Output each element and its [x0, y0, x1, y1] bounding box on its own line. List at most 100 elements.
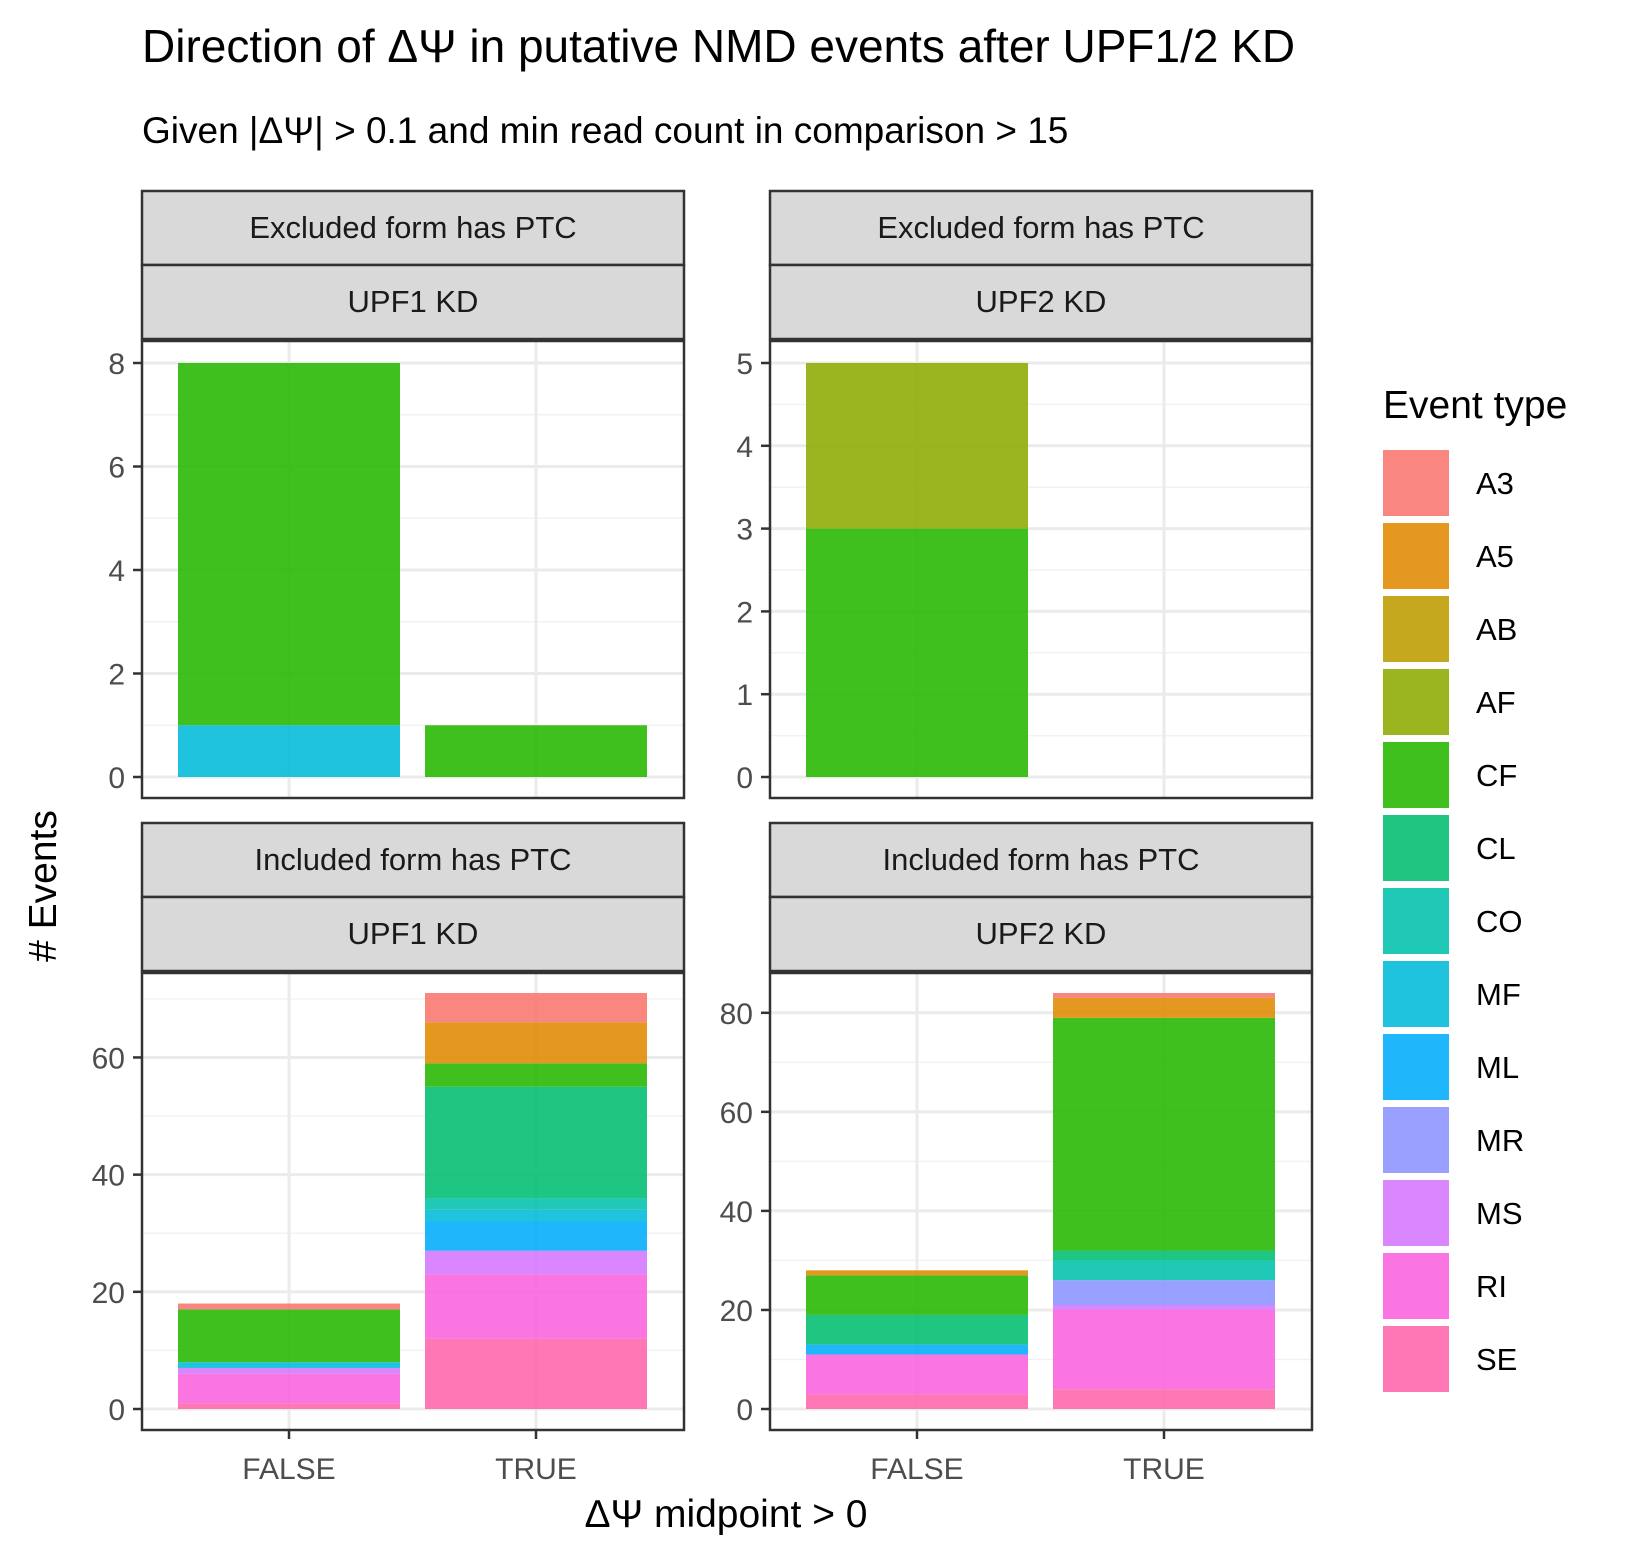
bar-segment-true-co [425, 1198, 647, 1210]
panel-p11: Excluded form has PTC UPF1 KD 0 2 4 6 8 [108, 189, 686, 800]
bar-segment-true-cl [1053, 1250, 1275, 1261]
bar-segment-true-ri [1053, 1309, 1275, 1390]
bar-segment-true-a3 [1053, 993, 1275, 998]
legend-item-cf: CF [1383, 742, 1517, 808]
legend-key [1383, 1253, 1449, 1319]
legend-key [1383, 742, 1449, 808]
panel-border [768, 971, 1314, 1432]
bar-segment-false-mf [178, 725, 400, 777]
legend-item-ms: MS [1383, 1180, 1523, 1246]
legend-label: MS [1476, 1196, 1523, 1231]
strip-col-box [140, 263, 686, 341]
bar-segment-false-af [806, 363, 1028, 529]
y-tick-label: 40 [92, 1160, 125, 1193]
legend-item-co: CO [1383, 888, 1523, 954]
strip-row-box [768, 821, 1314, 899]
bar-segment-true-mr [1053, 1280, 1275, 1305]
legend-item-af: AF [1383, 669, 1516, 735]
bar-segment-false-ri [806, 1354, 1028, 1395]
bar-segment-false-cf [178, 1309, 400, 1363]
legend-label: AB [1476, 612, 1517, 647]
x-axis-title: ΔΨ midpoint > 0 [584, 1493, 867, 1536]
bar-segment-true-cf [425, 1063, 647, 1087]
legend-key [1383, 815, 1449, 881]
bar-segment-true-cf [425, 725, 647, 777]
strip-row-box [140, 821, 686, 899]
y-tick-label: 80 [720, 998, 753, 1031]
bar-segment-false-mf [178, 1362, 400, 1368]
strip-row-box [140, 189, 686, 267]
y-tick-label: 4 [108, 555, 125, 588]
strip-col-box [140, 895, 686, 973]
y-tick-label: 2 [108, 659, 125, 692]
strip-row-box [768, 189, 1314, 267]
strip-col-label: UPF2 KD [976, 916, 1107, 951]
legend-label: MR [1476, 1123, 1524, 1158]
facet-panels: Excluded form has PTC UPF1 KD 0 2 4 6 8Exclude… [92, 189, 1314, 1486]
y-tick-label: 8 [108, 348, 125, 381]
y-tick-label: 0 [736, 1394, 753, 1427]
bar-segment-true-a3 [425, 993, 647, 1023]
legend-label: CL [1476, 831, 1516, 866]
bar-segment-true-ri [425, 1274, 647, 1339]
y-tick-label: 40 [720, 1196, 753, 1229]
bar-segment-false-se [178, 1403, 400, 1409]
y-tick-label: 0 [736, 762, 753, 795]
legend-key [1383, 1326, 1449, 1392]
bar-segment-false-a3 [178, 1303, 400, 1310]
legend-label: ML [1476, 1050, 1519, 1085]
legend-key [1383, 450, 1449, 516]
legend-key [1383, 961, 1449, 1027]
strip-row-label: Included form has PTC [882, 842, 1199, 877]
legend-label: MF [1476, 977, 1521, 1012]
strip-row-label: Included form has PTC [254, 842, 571, 877]
panel-border [140, 971, 686, 1432]
strip-col-box [768, 263, 1314, 341]
legend: A3 A5 AB AF CF CL CO MF ML MR MS RI SE [1383, 450, 1524, 1392]
y-tick-label: 0 [108, 1394, 125, 1427]
bar-segment-true-cl [425, 1086, 647, 1199]
y-tick-label: 0 [108, 762, 125, 795]
legend-key [1383, 523, 1449, 589]
strip-col-label: UPF2 KD [976, 284, 1107, 319]
legend-item-a5: A5 [1383, 523, 1514, 589]
bar-segment-true-se [425, 1338, 647, 1409]
bar-segment-true-co [1053, 1260, 1275, 1281]
legend-label: CO [1476, 904, 1523, 939]
bar-segment-true-ml [425, 1221, 647, 1251]
x-tick-label-true: TRUE [495, 1453, 577, 1486]
y-tick-label: 20 [720, 1295, 753, 1328]
legend-item-ab: AB [1383, 596, 1517, 662]
legend-label: A3 [1476, 466, 1514, 501]
bar-segment-false-ml [806, 1344, 1028, 1355]
bar-segment-false-cf [806, 1275, 1028, 1315]
legend-item-mf: MF [1383, 961, 1521, 1027]
bar-segment-true-mf [425, 1209, 647, 1222]
legend-item-mr: MR [1383, 1107, 1524, 1173]
strip-col-label: UPF1 KD [348, 284, 479, 319]
bar-segment-true-se [1053, 1389, 1275, 1409]
y-tick-label: 6 [108, 452, 125, 485]
legend-title: Event type [1383, 384, 1567, 427]
bar-segment-true-ms [425, 1250, 647, 1275]
legend-key [1383, 888, 1449, 954]
bar-segment-false-ri [178, 1373, 400, 1404]
bar-segment-false-a5 [806, 1270, 1028, 1276]
y-tick-label: 20 [92, 1277, 125, 1310]
strip-row-label: Excluded form has PTC [249, 210, 576, 245]
x-tick-label-false: FALSE [242, 1453, 335, 1486]
y-tick-label: 4 [736, 431, 753, 464]
chart-title: Direction of ΔΨ in putative NMD events a… [142, 20, 1295, 72]
legend-key [1383, 669, 1449, 735]
bar-segment-false-cf [806, 528, 1028, 777]
bar-segment-true-a5 [425, 1022, 647, 1064]
legend-key [1383, 1034, 1449, 1100]
bar-segment-false-se [806, 1394, 1028, 1409]
y-tick-label: 1 [736, 679, 753, 712]
x-tick-label-true: TRUE [1123, 1453, 1205, 1486]
panel-border [140, 339, 686, 800]
y-tick-label: 3 [736, 514, 753, 547]
panel-p22: Included form has PTC UPF2 KD 0 20 40 60 80 FAL… [720, 821, 1314, 1486]
legend-item-ri: RI [1383, 1253, 1507, 1319]
